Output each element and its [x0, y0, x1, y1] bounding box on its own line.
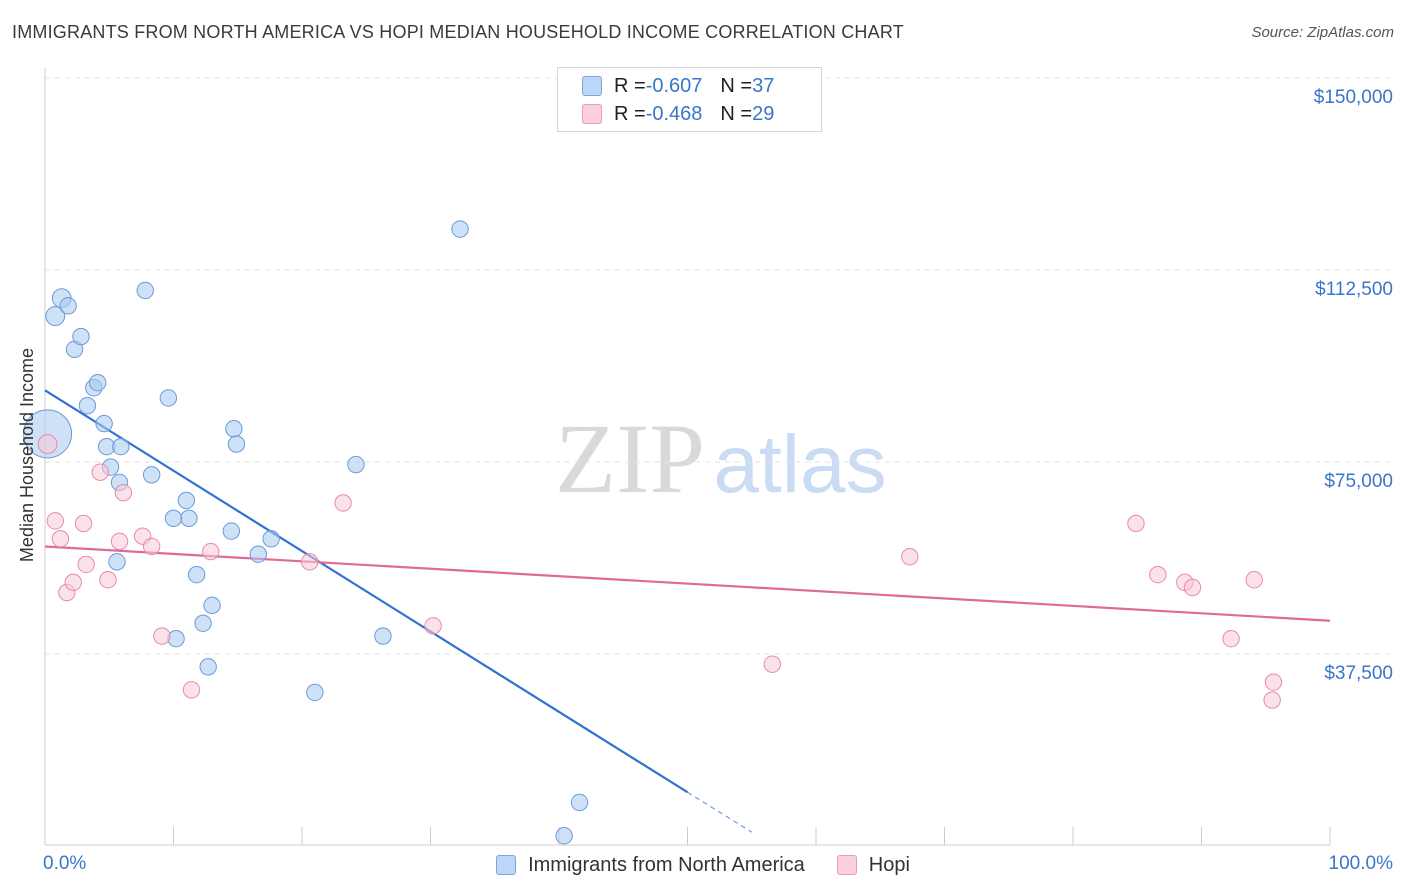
legend-item-north-america[interactable]: Immigrants from North America	[496, 854, 805, 877]
data-point	[136, 281, 154, 300]
data-point	[203, 596, 221, 615]
data-point	[74, 514, 93, 533]
data-point	[88, 373, 107, 392]
data-point	[110, 532, 129, 551]
y-tick-label: $112,500	[1315, 279, 1393, 300]
data-point	[555, 827, 573, 845]
data-point	[1183, 578, 1202, 597]
legend-n-value: 37	[752, 74, 775, 97]
data-point	[570, 793, 589, 812]
data-point	[72, 327, 90, 346]
y-tick-label: $150,000	[1314, 87, 1393, 108]
x-tick-label: 100.0%	[1329, 853, 1394, 874]
data-point	[23, 409, 73, 459]
data-point	[167, 629, 185, 648]
data-point	[37, 434, 58, 454]
data-point	[301, 553, 319, 571]
data-point	[262, 530, 280, 548]
data-point	[225, 420, 243, 438]
data-points	[23, 220, 1283, 845]
data-point	[46, 512, 64, 530]
data-point	[1127, 514, 1145, 533]
data-point	[1149, 565, 1167, 584]
data-point	[164, 509, 183, 528]
legend-swatch-blue	[582, 76, 602, 96]
data-point	[95, 414, 113, 433]
data-point	[249, 545, 268, 563]
legend-n-label: N =	[720, 74, 753, 97]
data-point	[99, 571, 117, 589]
data-point	[306, 683, 324, 702]
y-axis-label: Median Household Income	[17, 348, 37, 562]
data-point	[199, 658, 217, 676]
data-point	[108, 553, 126, 571]
legend-r-label: R =	[614, 74, 646, 97]
legend-n-label: N =	[720, 102, 753, 125]
data-point	[187, 565, 206, 584]
trend-line-extension	[687, 791, 753, 833]
gridlines	[45, 77, 1395, 655]
trend-line	[44, 389, 689, 794]
data-point	[194, 614, 212, 632]
y-tick-label: $75,000	[1324, 471, 1393, 492]
data-point	[1222, 629, 1240, 648]
correlation-legend: R = -0.607 N = 37 R = -0.468 N = 29	[557, 67, 822, 132]
data-point	[763, 655, 782, 673]
x-tick-label: 0.0%	[43, 853, 86, 874]
legend-r-label: R =	[614, 102, 646, 125]
data-point	[451, 220, 469, 238]
data-point	[202, 542, 220, 561]
data-point	[78, 396, 97, 415]
source-label: Source: ZipAtlas.com	[1251, 24, 1394, 41]
tick-labels: $37,500 $75,000 $112,500 $150,000 0.0% 100.0%	[43, 87, 1393, 874]
legend-swatch-pink	[582, 104, 602, 124]
data-point	[114, 484, 133, 502]
data-point	[59, 297, 77, 315]
legend-label: Hopi	[868, 853, 910, 876]
data-point	[159, 389, 178, 407]
legend-swatch-blue	[496, 855, 517, 875]
data-point	[347, 455, 365, 474]
data-point	[64, 573, 82, 592]
data-point	[1245, 571, 1263, 589]
watermark-atlas: atlas	[713, 419, 886, 510]
data-point	[180, 509, 198, 528]
data-point	[1264, 673, 1283, 691]
data-point	[374, 627, 392, 645]
data-point	[91, 463, 109, 481]
legend-item-hopi[interactable]: Hopi	[836, 853, 910, 877]
legend-r-value: -0.607	[645, 74, 703, 97]
legend-swatch-pink	[836, 855, 857, 875]
data-point	[1263, 691, 1281, 709]
data-point	[51, 530, 70, 548]
legend-row-hopi: R = -0.468 N = 29	[558, 101, 774, 127]
data-point	[182, 681, 201, 699]
data-point	[153, 627, 171, 645]
legend-n-value: 29	[752, 102, 775, 125]
legend-r-value: -0.468	[645, 102, 703, 125]
legend-label: Immigrants from North America	[528, 853, 805, 876]
chart-title: IMMIGRANTS FROM NORTH AMERICA VS HOPI ME…	[12, 22, 904, 42]
trend-line	[44, 545, 1331, 622]
data-point	[45, 306, 66, 326]
data-point	[142, 466, 161, 484]
data-point	[334, 494, 352, 512]
series-legend: Immigrants from North America Hopi	[0, 851, 1406, 879]
y-tick-label: $37,500	[1324, 663, 1393, 684]
data-point	[424, 617, 442, 635]
legend-row-north-america: R = -0.607 N = 37	[558, 73, 774, 99]
data-point	[227, 435, 246, 453]
data-point	[77, 555, 95, 574]
data-point	[901, 548, 919, 566]
data-point	[177, 491, 196, 510]
data-point	[142, 537, 161, 556]
watermark-zip: ZIP	[555, 403, 705, 514]
data-point	[112, 437, 130, 456]
data-point	[222, 522, 241, 540]
